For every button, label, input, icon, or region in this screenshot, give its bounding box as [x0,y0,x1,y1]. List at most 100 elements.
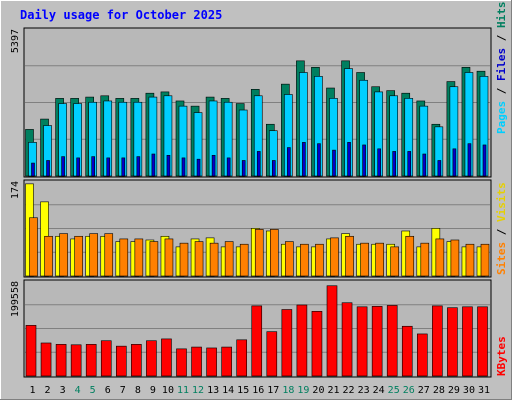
visits-sites-bars [25,183,490,277]
pages-bar-day-4 [76,157,80,177]
day-label-21: 21 [327,385,339,396]
pages-bar-day-6 [106,157,111,177]
kbytes-bar-day-14 [221,346,232,377]
kbytes-bar-day-12 [191,346,202,377]
sites-bar-day-23 [360,242,369,277]
day-label-31: 31 [478,385,490,396]
sites-bar-day-1 [29,217,38,277]
day-label-29: 29 [448,385,460,396]
pages-bar-day-21 [332,149,336,177]
day-label-14: 14 [222,385,234,396]
pages-bar-day-20 [317,143,321,177]
legend-files: Files [495,48,508,81]
kbytes-bar-day-21 [326,285,338,377]
hits-panel-legend: Pages / Files / Hits [495,2,508,135]
sites-bar-day-9 [149,241,159,277]
kbytes-panel [23,279,492,378]
sites-bar-day-27 [420,242,430,277]
pages-bar-day-14 [226,157,231,177]
kbytes-bar-day-20 [311,311,323,377]
sites-bar-day-12 [194,241,204,277]
sites-bar-day-19 [300,243,309,277]
chart-title: Daily usage for October 2025 [20,8,222,22]
sites-bar-day-29 [450,239,460,277]
legend-sites: Sites [495,242,508,275]
legend-visits: Visits [495,182,508,222]
day-label-22: 22 [343,385,355,396]
kbytes-bar-day-7 [116,345,127,377]
pages-bar-day-9 [151,153,156,177]
pages-bar-day-3 [61,156,65,177]
legend-hits: Hits [495,2,508,29]
pages-bar-day-30 [467,143,472,177]
visits-sites-panel [23,179,492,278]
pages-bar-day-29 [452,148,457,177]
kbytes-bar-day-2 [40,342,52,377]
kbytes-bar-day-22 [341,302,353,377]
kbytes-bar-day-11 [176,348,187,377]
pages-bar-day-5 [91,156,95,177]
day-label-3: 3 [60,385,66,396]
sites-bar-day-26 [405,235,415,277]
sites-bar-day-17 [269,229,279,277]
day-label-1: 1 [29,385,35,396]
day-label-25: 25 [388,385,400,396]
day-label-27: 27 [418,385,430,396]
kbytes-bar-day-13 [206,347,217,377]
kbytes-bar-day-15 [236,339,247,377]
sites-bar-day-21 [330,237,339,277]
day-label-18: 18 [282,385,294,396]
visits-ymax-label: 174 [10,181,21,199]
day-label-8: 8 [135,385,141,396]
sites-bar-day-3 [59,233,68,277]
legend-separator: / [495,222,508,242]
day-label-15: 15 [237,385,249,396]
day-label-19: 19 [297,385,309,396]
day-label-23: 23 [358,385,370,396]
kbytes-bar-day-25 [386,305,398,377]
kbytes-bar-day-1 [25,325,37,377]
day-label-2: 2 [45,385,51,396]
kbytes-bar-day-18 [281,309,293,377]
sites-bar-day-2 [44,235,53,277]
pages-bar-day-1 [31,162,35,177]
pages-bar-day-13 [211,154,216,177]
sites-bar-day-24 [375,242,384,277]
day-label-20: 20 [312,385,324,396]
sites-bar-day-10 [164,238,174,277]
kbytes-bar-day-9 [146,340,157,377]
visits-panel-legend: Sites / Visits [495,182,508,275]
sites-bar-day-31 [480,243,490,277]
sites-bar-day-13 [209,242,219,277]
day-label-10: 10 [162,385,174,396]
pages-bar-day-31 [482,144,487,177]
pages-bar-day-27 [422,153,427,177]
day-label-17: 17 [267,385,279,396]
day-label-13: 13 [207,385,219,396]
pages-bar-day-12 [196,158,201,177]
kbytes-bar-day-29 [447,307,458,377]
pages-bar-day-28 [437,160,442,177]
hits-ymax-label: 5397 [10,29,21,53]
pages-bar-day-19 [302,142,306,177]
day-label-7: 7 [120,385,126,396]
sites-bar-day-25 [390,246,400,277]
day-label-12: 12 [192,385,204,396]
sites-bar-day-15 [239,243,249,277]
pages-bar-day-8 [136,156,141,177]
kbytes-bar-day-4 [70,344,82,377]
day-label-16: 16 [252,385,264,396]
sites-bar-day-16 [254,229,264,277]
kbytes-bars [25,285,488,377]
pages-bar-day-25 [392,151,397,177]
kbytes-ymax-label: 199558 [10,281,21,317]
kbytes-bar-day-17 [266,331,278,377]
day-label-24: 24 [373,385,385,396]
sites-bar-day-22 [345,235,354,277]
sites-bar-day-14 [224,241,234,277]
sites-bar-day-30 [465,243,475,277]
sites-bar-day-20 [315,243,324,277]
day-label-9: 9 [150,385,156,396]
